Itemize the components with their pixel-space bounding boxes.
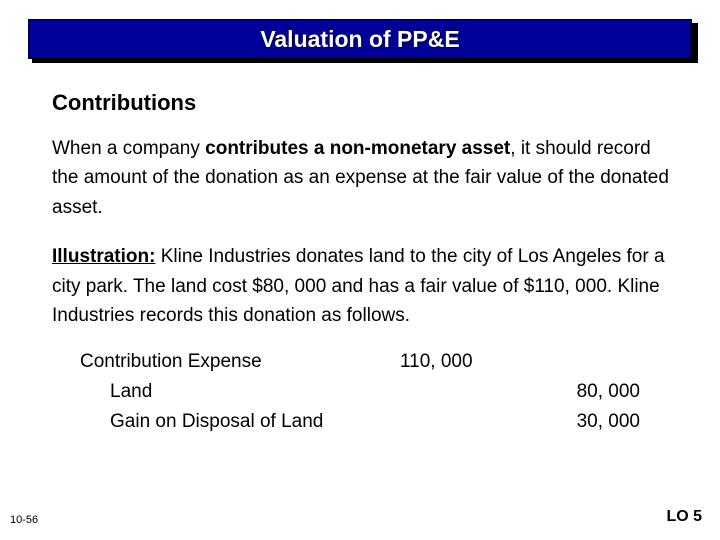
je-account: Gain on Disposal of Land <box>80 411 400 433</box>
je-debit <box>400 381 520 403</box>
title-bar: Valuation of PP&E <box>28 19 692 59</box>
je-account: Contribution Expense <box>80 351 400 373</box>
learning-objective-label: LO 5 <box>666 508 702 526</box>
je-debit <box>400 411 520 433</box>
paragraph-1: When a company contributes a non-monetar… <box>52 134 680 222</box>
title-text: Valuation of PP&E <box>260 26 459 53</box>
paragraph-2: Illustration: Kline Industries donates l… <box>52 242 680 330</box>
para1-lead: When a company <box>52 138 205 159</box>
journal-row: Land 80, 000 <box>80 381 680 403</box>
illustration-label: Illustration: <box>52 246 155 267</box>
section-heading: Contributions <box>52 90 680 116</box>
journal-row: Contribution Expense 110, 000 <box>80 351 680 373</box>
para1-bold: contributes a non-monetary asset <box>205 138 510 159</box>
je-credit: 30, 000 <box>520 411 640 433</box>
journal-entry: Contribution Expense 110, 000 Land 80, 0… <box>80 351 680 433</box>
je-debit: 110, 000 <box>400 351 520 373</box>
je-credit <box>520 351 640 373</box>
je-credit: 80, 000 <box>520 381 640 403</box>
content-area: Contributions When a company contributes… <box>52 90 680 441</box>
slide-number: 10-56 <box>10 514 38 526</box>
journal-row: Gain on Disposal of Land 30, 000 <box>80 411 680 433</box>
je-account: Land <box>80 381 400 403</box>
